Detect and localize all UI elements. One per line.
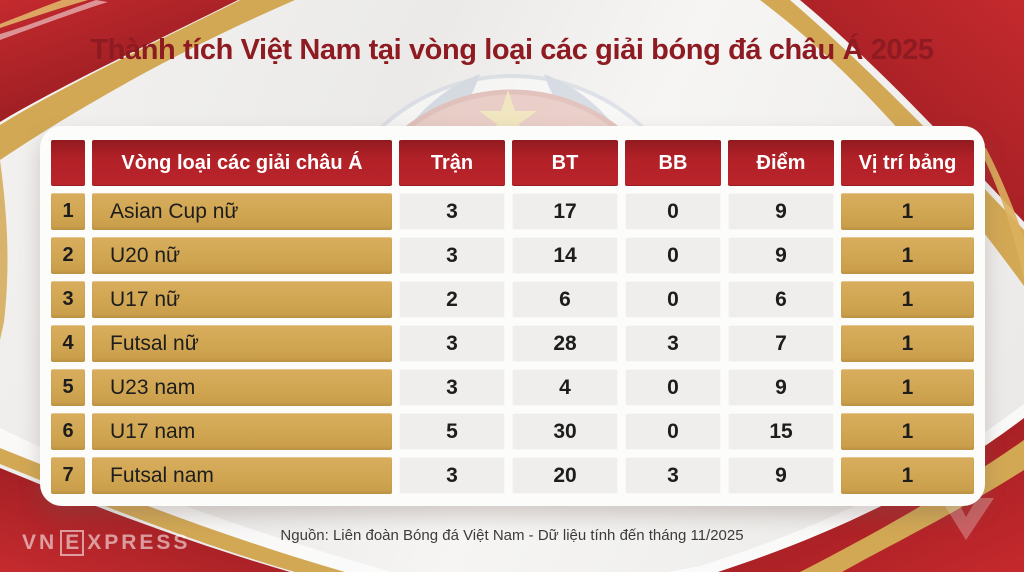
row-goals-against-value-cell: 0 xyxy=(625,413,721,450)
row-goals-for-value-cell: 4 xyxy=(512,369,618,406)
row-competition-cell: Futsal nam xyxy=(92,457,392,494)
row-points-value-cell: 9 xyxy=(728,369,834,406)
row-position-cell: 1 xyxy=(841,413,974,450)
vnexpress-logo-boxed-e: E xyxy=(60,530,85,557)
vnexpress-logo: VN E XPRESS xyxy=(22,530,191,557)
results-table: Vòng loại các giải châu Á Trận BT BB Điể… xyxy=(51,140,974,494)
row-matches-value-cell: 5 xyxy=(399,413,505,450)
source-note: Nguồn: Liên đoàn Bóng đá Việt Nam - Dữ l… xyxy=(280,527,744,544)
row-goals-for-value-cell: 30 xyxy=(512,413,618,450)
row-goals-for-value-cell: 14 xyxy=(512,237,618,274)
row-goals-for-value-cell: 28 xyxy=(512,325,618,362)
row-goals-against-value-cell: 3 xyxy=(625,325,721,362)
row-points-value-cell: 15 xyxy=(728,413,834,450)
row-matches-value-cell: 3 xyxy=(399,325,505,362)
row-points-value-cell: 9 xyxy=(728,193,834,230)
row-position-cell: 1 xyxy=(841,281,974,318)
row-goals-for-value-cell: 6 xyxy=(512,281,618,318)
row-rank-cell: 1 xyxy=(51,193,85,230)
row-rank-cell: 5 xyxy=(51,369,85,406)
column-header-position: Vị trí bảng xyxy=(841,140,974,186)
row-goals-against-value-cell: 0 xyxy=(625,237,721,274)
row-goals-for-value-cell: 20 xyxy=(512,457,618,494)
row-goals-against-value-cell: 0 xyxy=(625,193,721,230)
row-competition-cell: Asian Cup nữ xyxy=(92,193,392,230)
row-position-cell: 1 xyxy=(841,237,974,274)
row-competition-cell: U17 nữ xyxy=(92,281,392,318)
column-header-matches: Trận xyxy=(399,140,505,186)
row-goals-against-value-cell: 0 xyxy=(625,281,721,318)
vnexpress-logo-prefix: VN xyxy=(22,531,58,555)
row-position-cell: 1 xyxy=(841,325,974,362)
row-matches-value-cell: 3 xyxy=(399,193,505,230)
page-title: Thành tích Việt Nam tại vòng loại các gi… xyxy=(90,34,934,66)
row-competition-cell: U23 nam xyxy=(92,369,392,406)
row-matches-value-cell: 3 xyxy=(399,369,505,406)
row-matches-value-cell: 2 xyxy=(399,281,505,318)
row-position-cell: 1 xyxy=(841,369,974,406)
row-matches-value-cell: 3 xyxy=(399,237,505,274)
vnexpress-logo-suffix: XPRESS xyxy=(87,531,191,555)
row-points-value-cell: 9 xyxy=(728,457,834,494)
column-header-competition: Vòng loại các giải châu Á xyxy=(92,140,392,186)
row-points-value-cell: 6 xyxy=(728,281,834,318)
row-goals-against-value-cell: 0 xyxy=(625,369,721,406)
row-goals-against-value-cell: 3 xyxy=(625,457,721,494)
row-position-cell: 1 xyxy=(841,457,974,494)
column-header-goals-for: BT xyxy=(512,140,618,186)
row-competition-cell: Futsal nữ xyxy=(92,325,392,362)
row-points-value-cell: 9 xyxy=(728,237,834,274)
column-header-points: Điểm xyxy=(728,140,834,186)
row-competition-cell: U20 nữ xyxy=(92,237,392,274)
row-goals-for-value-cell: 17 xyxy=(512,193,618,230)
row-rank-cell: 6 xyxy=(51,413,85,450)
column-header-goals-against: BB xyxy=(625,140,721,186)
results-table-panel: Vòng loại các giải châu Á Trận BT BB Điể… xyxy=(40,126,985,506)
row-points-value-cell: 7 xyxy=(728,325,834,362)
row-rank-cell: 4 xyxy=(51,325,85,362)
row-matches-value-cell: 3 xyxy=(399,457,505,494)
row-competition-cell: U17 nam xyxy=(92,413,392,450)
row-rank-cell: 3 xyxy=(51,281,85,318)
row-position-cell: 1 xyxy=(841,193,974,230)
row-rank-cell: 2 xyxy=(51,237,85,274)
column-header-rank xyxy=(51,140,85,186)
row-rank-cell: 7 xyxy=(51,457,85,494)
